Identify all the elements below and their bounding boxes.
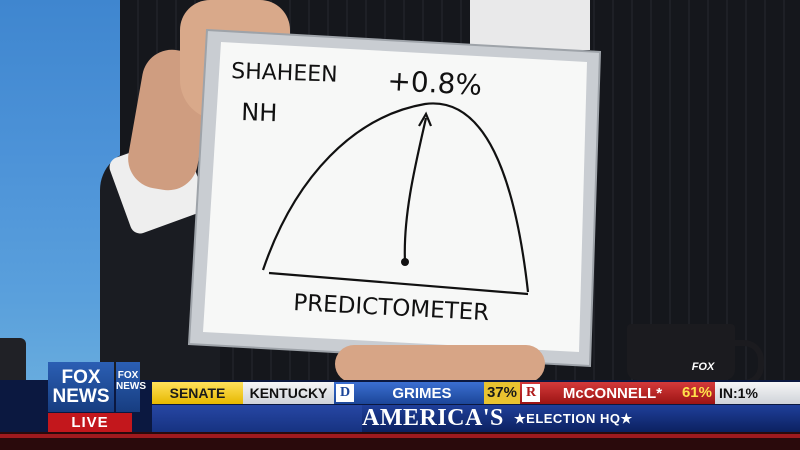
results-ticker: SENATE KENTUCKY D GRIMES 37% R McCONNELL… [152,382,800,404]
mug-logo: FOX [691,361,715,373]
rep-result: R McCONNELL* 61% [520,382,715,404]
rep-party-icon: R [522,384,540,402]
bottom-accent-line [0,434,800,438]
precincts-reporting: IN:1% [715,382,800,404]
shirt-collar [470,0,590,50]
whiteboard-state: NH [241,98,278,127]
live-badge: LIVE [48,413,132,432]
show-banner: AMERICA'S ★ELECTION HQ★ [152,405,800,432]
whiteboard-margin: +0.8% [387,64,483,102]
race-state: KENTUCKY [243,382,334,404]
channel-bug: FOX NEWS FOX NEWS [48,362,146,432]
dem-percentage: 37% [483,382,520,404]
bottom-hand [335,345,545,383]
dem-candidate: GRIMES [392,384,452,402]
fox-news-small-logo: FOX NEWS [116,362,146,412]
show-subtitle: ★ELECTION HQ★ [514,411,633,426]
rep-candidate: McCONNELL* [562,384,663,402]
rep-percentage: 61% [681,384,712,401]
coffee-mug [627,324,735,380]
capitol-graphic [152,405,362,432]
race-type: SENATE [152,382,243,404]
dem-party-icon: D [336,384,354,402]
whiteboard: SHAHEEN NH +0.8% PREDICTOMETER [185,26,605,370]
show-title: AMERICA'S [362,405,504,431]
whiteboard-name: SHAHEEN [231,59,338,88]
fox-news-logo: FOX NEWS [48,362,114,412]
dem-result: D GRIMES 37% [334,382,520,404]
